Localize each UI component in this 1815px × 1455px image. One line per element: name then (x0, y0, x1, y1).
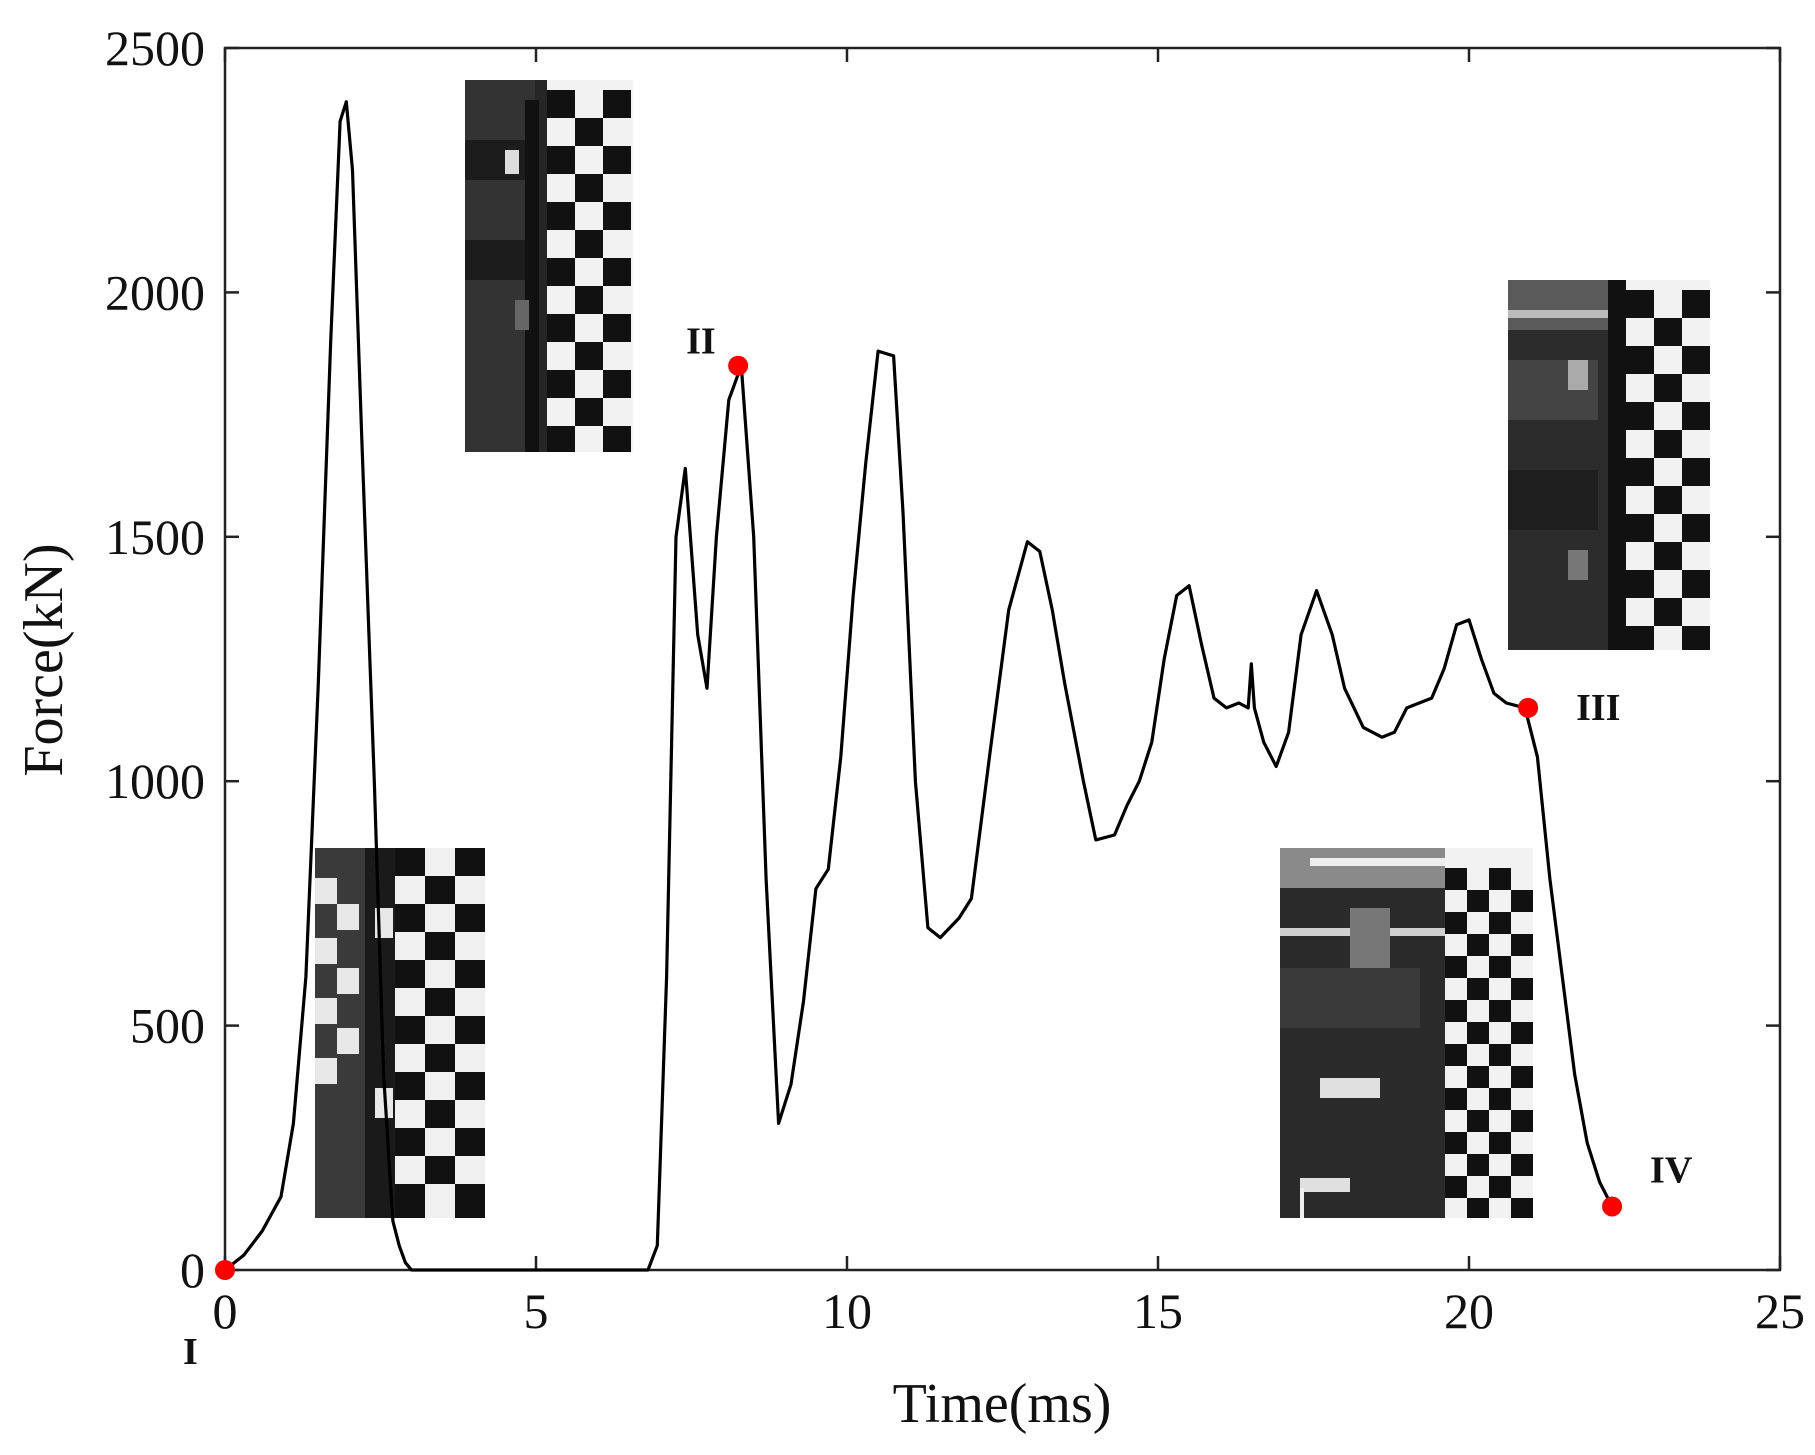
point-label-i: I (183, 1331, 198, 1373)
x-axis-title: Time(ms) (893, 1373, 1112, 1435)
inset-photo-second-peak (465, 80, 633, 452)
point-label-iv: IV (1650, 1149, 1693, 1191)
point-marker-iv (1602, 1196, 1623, 1217)
y-tick-label: 2000 (105, 264, 205, 320)
axis-tick-labels: 0 5 10 15 20 25 0 500 1000 1500 2000 2500 (105, 20, 1805, 1339)
point-marker-iii (1518, 697, 1539, 718)
x-tick-label: 10 (822, 1283, 872, 1339)
point-marker-i (215, 1260, 235, 1280)
y-tick-label: 1000 (105, 753, 205, 809)
x-tick-label: 15 (1133, 1283, 1183, 1339)
force-series-line (223, 100, 1614, 1272)
y-tick-label: 1500 (105, 509, 205, 565)
x-tick-label: 25 (1755, 1283, 1805, 1339)
point-label-ii: II (686, 321, 716, 363)
y-tick-label: 500 (130, 998, 205, 1054)
x-tick-label: 5 (524, 1283, 549, 1339)
x-tick-label: 20 (1444, 1283, 1494, 1339)
y-axis-title: Force(kN) (13, 543, 75, 776)
inset-photo-final (1280, 848, 1533, 1218)
point-marker-ii (728, 355, 749, 376)
point-label-iii: III (1576, 687, 1620, 729)
y-tick-label: 0 (180, 1242, 205, 1298)
x-tick-label: 0 (213, 1283, 238, 1339)
y-tick-label: 2500 (105, 20, 205, 76)
plot-area-frame (223, 46, 1782, 1272)
inset-photo-early (315, 848, 485, 1218)
inset-photo-third-point (1508, 280, 1710, 650)
